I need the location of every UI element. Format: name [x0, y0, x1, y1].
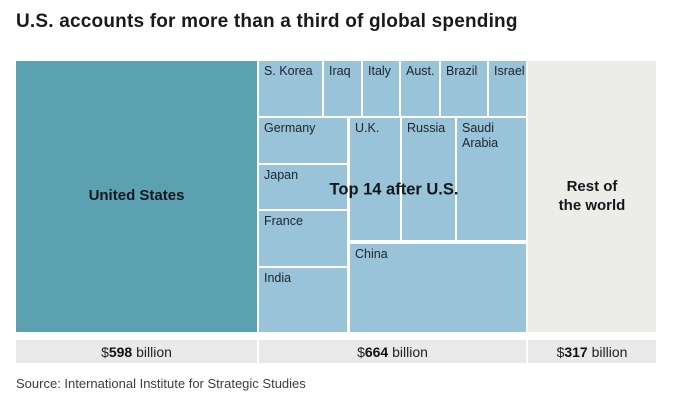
total-value-us: 598: [108, 343, 133, 360]
total-bar-top14: $664 billion: [259, 340, 526, 363]
treemap-cell-france: France: [259, 211, 347, 266]
treemap-cell-china: China: [350, 244, 526, 332]
unit-label: billion: [132, 343, 172, 360]
treemap-cell-israel: Israel: [489, 61, 526, 116]
treemap-cell-brazil: Brazil: [441, 61, 487, 116]
rest-of-world-line1: Rest of: [566, 178, 618, 196]
treemap-cell-uk: U.K.: [350, 118, 400, 240]
rest-of-world-line2: the world: [558, 196, 626, 214]
source-credit: Source: International Institute for Stra…: [16, 376, 306, 391]
treemap: United States S. Korea Iraq Italy Aust. …: [16, 61, 656, 332]
treemap-cell-saudi-arabia: Saudi Arabia: [457, 118, 526, 240]
chart-title: U.S. accounts for more than a third of g…: [16, 11, 518, 32]
unit-label: billion: [587, 343, 628, 360]
treemap-cell-russia: Russia: [402, 118, 455, 240]
total-bars: $598 billion $664 billion $317 billion: [16, 340, 656, 363]
united-states-label: United States: [88, 187, 185, 205]
total-value-top14: 664: [364, 343, 389, 360]
currency-sign: $: [101, 343, 109, 360]
treemap-cell-united-states: United States: [16, 61, 257, 332]
total-bar-rest-of-world: $317 billion: [528, 340, 656, 363]
total-bar-united-states: $598 billion: [16, 340, 257, 363]
total-value-rest: 317: [564, 343, 588, 360]
currency-sign: $: [556, 343, 565, 360]
treemap-cell-italy: Italy: [363, 61, 399, 116]
currency-sign: $: [357, 343, 365, 360]
treemap-cell-australia: Aust.: [401, 61, 439, 116]
treemap-cell-germany: Germany: [259, 118, 347, 163]
treemap-cell-s-korea: S. Korea: [259, 61, 322, 116]
treemap-cell-india: India: [259, 268, 347, 332]
unit-label: billion: [388, 343, 428, 360]
treemap-cell-iraq: Iraq: [324, 61, 361, 116]
rest-of-world-label: Rest of the world: [559, 178, 626, 215]
treemap-cell-rest-of-world: Rest of the world: [528, 61, 656, 332]
treemap-cell-japan: Japan: [259, 165, 347, 209]
